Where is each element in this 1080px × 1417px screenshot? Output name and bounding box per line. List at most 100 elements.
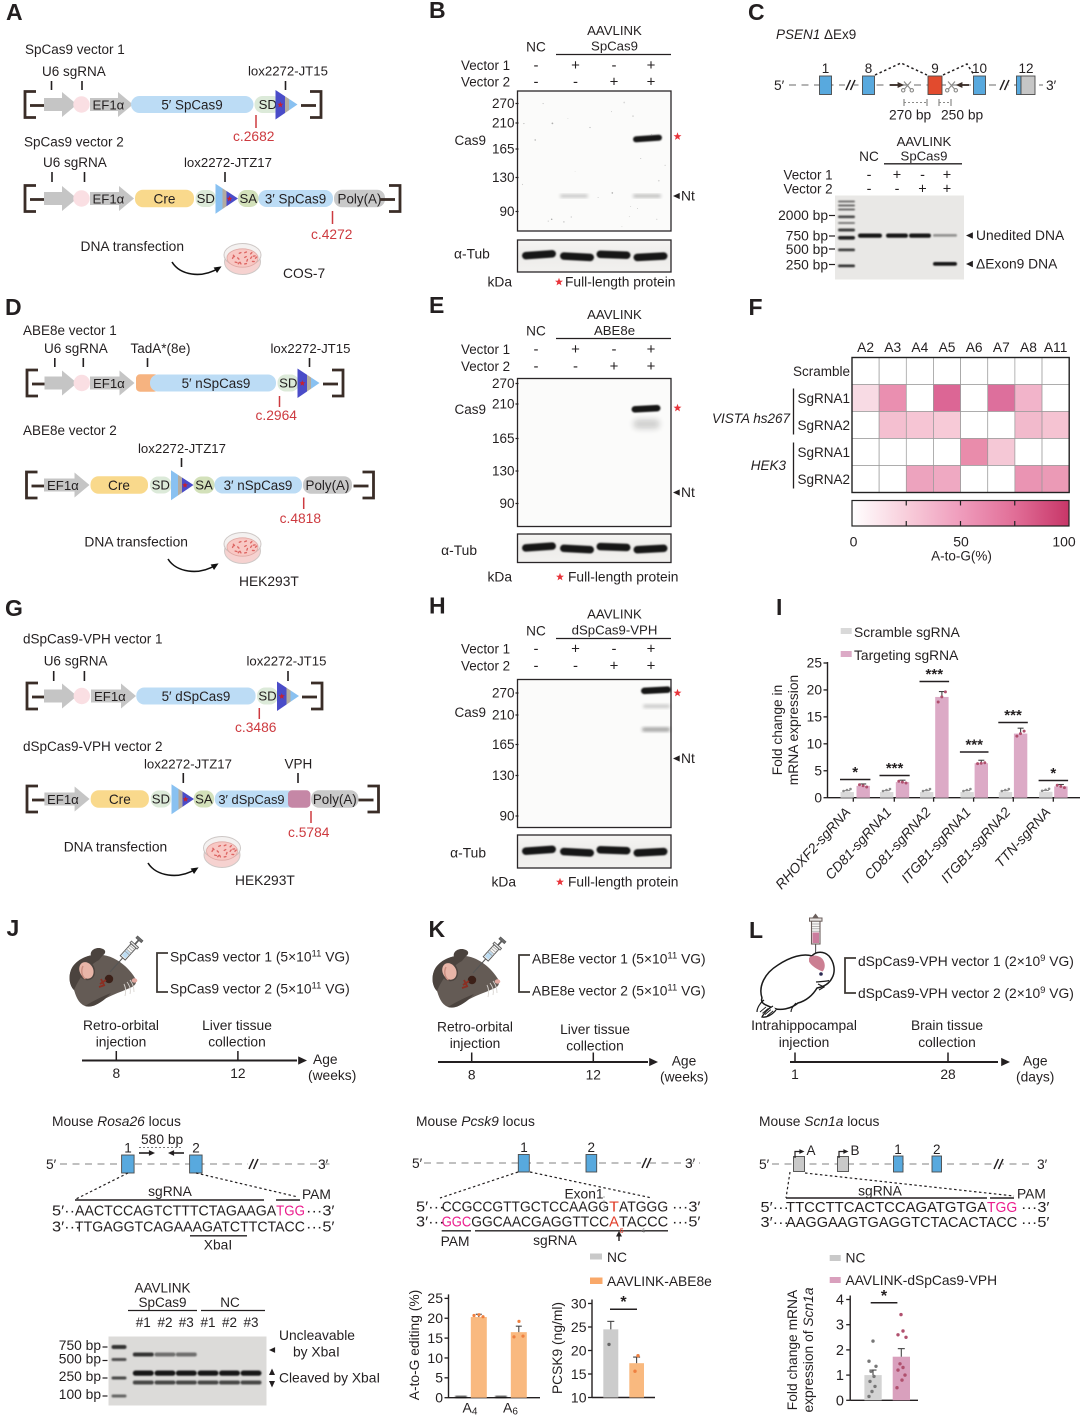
svg-text:***: *** xyxy=(965,737,983,754)
svg-text:SgRNA2: SgRNA2 xyxy=(797,418,850,433)
svg-text:dSpCas9-VPH vector 2 (2×109 VG: dSpCas9-VPH vector 2 (2×109 VG) xyxy=(858,985,1074,1001)
svg-text:EF1α: EF1α xyxy=(47,792,79,807)
svg-text:270: 270 xyxy=(492,96,515,111)
svg-text:100 bp: 100 bp xyxy=(59,1387,102,1402)
svg-text:COS-7: COS-7 xyxy=(283,266,325,281)
svg-text:*: * xyxy=(881,1288,888,1305)
svg-text:lox2272-JTZ17: lox2272-JTZ17 xyxy=(138,441,226,456)
svg-text:Unedited DNA: Unedited DNA xyxy=(976,228,1065,243)
svg-text:SpCas9 vector 2 (5×1011 VG): SpCas9 vector 2 (5×1011 VG) xyxy=(170,981,350,997)
svg-text:90: 90 xyxy=(499,204,514,219)
svg-text:NC: NC xyxy=(859,149,879,164)
svg-text:XbaI: XbaI xyxy=(204,1238,232,1253)
svg-text:···5′: ···5′ xyxy=(306,1220,335,1236)
svg-text:expression of Scn1a: expression of Scn1a xyxy=(801,1287,816,1412)
svg-text:U6 sgRNA: U6 sgRNA xyxy=(42,64,106,79)
svg-text:3′···: 3′··· xyxy=(416,1215,445,1231)
svg-text:#2: #2 xyxy=(157,1315,172,1330)
svg-text:+: + xyxy=(647,57,656,74)
svg-text:Full-length protein: Full-length protein xyxy=(568,570,678,585)
svg-text:(days): (days) xyxy=(1016,1070,1054,1085)
svg-text:2: 2 xyxy=(588,1140,596,1155)
svg-text:α-Tub: α-Tub xyxy=(450,846,486,861)
svg-text:-: - xyxy=(895,182,900,198)
svg-text:+: + xyxy=(647,74,656,91)
svg-text:Scramble sgRNA: Scramble sgRNA xyxy=(854,625,961,640)
svg-text:1: 1 xyxy=(836,1368,844,1384)
svg-text:EF1α: EF1α xyxy=(94,689,126,704)
svg-text:Scramble: Scramble xyxy=(793,364,850,379)
svg-text:kDa: kDa xyxy=(487,275,512,290)
svg-text:EF1α: EF1α xyxy=(47,478,79,493)
svg-text:Retro-orbital: Retro-orbital xyxy=(83,1018,159,1033)
svg-text:9: 9 xyxy=(931,61,939,76)
svg-text:3′ dSpCas9: 3′ dSpCas9 xyxy=(218,792,284,807)
svg-text:PAM: PAM xyxy=(1017,1187,1046,1202)
svg-text:injection: injection xyxy=(779,1035,830,1050)
svg-text:ABE8e vector 1: ABE8e vector 1 xyxy=(23,323,117,338)
svg-text:EF1α: EF1α xyxy=(93,191,125,206)
svg-text:-: - xyxy=(573,74,578,91)
svg-text:-: - xyxy=(612,341,617,358)
svg-text:SD: SD xyxy=(279,376,297,391)
svg-text:3′ nSpCas9: 3′ nSpCas9 xyxy=(224,478,293,493)
svg-text:CCGCCGTTGCTCCAAGG: CCGCCGTTGCTCCAAGG xyxy=(442,1200,609,1216)
svg-text:A4: A4 xyxy=(911,340,928,355)
svg-text:3′ SpCas9: 3′ SpCas9 xyxy=(265,191,326,206)
svg-text:EF1α: EF1α xyxy=(93,97,125,112)
svg-text:12: 12 xyxy=(1018,61,1033,76)
svg-text:3′···: 3′··· xyxy=(761,1215,790,1231)
svg-text:Brain tissue: Brain tissue xyxy=(911,1018,983,1033)
svg-text:A2: A2 xyxy=(857,340,874,355)
svg-text:*: * xyxy=(1050,765,1056,782)
svg-text:3′: 3′ xyxy=(318,1157,329,1172)
svg-text:25: 25 xyxy=(427,1290,443,1306)
svg-text:D: D xyxy=(5,294,22,320)
svg-text:Full-length protein: Full-length protein xyxy=(565,275,675,290)
svg-text:ABE8e vector 2: ABE8e vector 2 xyxy=(23,423,117,438)
svg-text:Full-length protein: Full-length protein xyxy=(568,875,678,890)
svg-text:+: + xyxy=(610,358,619,375)
svg-text:0: 0 xyxy=(850,534,858,550)
svg-text:AAVLINK-ABE8e: AAVLINK-ABE8e xyxy=(607,1274,712,1289)
svg-text:c.2682: c.2682 xyxy=(233,129,274,144)
svg-text:500 bp: 500 bp xyxy=(786,242,829,257)
svg-text:α-Tub: α-Tub xyxy=(441,543,477,558)
svg-text:-: - xyxy=(867,168,872,184)
svg-text:I: I xyxy=(776,594,782,620)
svg-text:Vector 2: Vector 2 xyxy=(461,659,510,674)
svg-text:AAGGAAGTGAGGTCTACACTACC: AAGGAAGTGAGGTCTACACTACC xyxy=(786,1215,1017,1231)
svg-text:20: 20 xyxy=(571,1342,587,1358)
svg-text:Cas9: Cas9 xyxy=(454,133,486,148)
svg-text:3′: 3′ xyxy=(1037,1157,1048,1172)
svg-text:NC: NC xyxy=(220,1295,240,1310)
svg-text:GGCAACGAGGTTCC: GGCAACGAGGTTCC xyxy=(471,1215,609,1231)
svg-text:SA: SA xyxy=(195,792,213,807)
svg-text:165: 165 xyxy=(492,737,515,752)
svg-text:J: J xyxy=(7,915,20,941)
svg-text:AACTCCAGTCTTTCTAGAAGA: AACTCCAGTCTTTCTAGAAGA xyxy=(75,1204,277,1220)
svg-text:PAM: PAM xyxy=(302,1187,331,1202)
svg-text:NC: NC xyxy=(526,40,546,55)
svg-text:5′ SpCas9: 5′ SpCas9 xyxy=(161,97,222,112)
svg-text:2000 bp: 2000 bp xyxy=(778,208,828,223)
svg-text:210: 210 xyxy=(492,708,515,723)
svg-text:30: 30 xyxy=(571,1295,587,1311)
svg-text:AAVLINK: AAVLINK xyxy=(587,307,642,322)
svg-text:PAM: PAM xyxy=(441,1234,470,1249)
svg-text:-: - xyxy=(534,358,539,375)
svg-text:250 bp: 250 bp xyxy=(59,1369,102,1384)
svg-text:1: 1 xyxy=(791,1067,799,1082)
svg-text:kDa: kDa xyxy=(491,875,516,890)
svg-text:25: 25 xyxy=(571,1319,587,1335)
svg-text:Age: Age xyxy=(1023,1054,1048,1069)
svg-text:K: K xyxy=(429,916,446,942)
svg-text:10: 10 xyxy=(571,1389,587,1405)
svg-text:SpCas9: SpCas9 xyxy=(591,39,638,54)
svg-text:VISTA hs267: VISTA hs267 xyxy=(712,411,791,426)
svg-text:ABE8e: ABE8e xyxy=(594,323,635,338)
svg-text:kDa: kDa xyxy=(487,570,512,585)
svg-text:injection: injection xyxy=(96,1035,147,1050)
svg-text:Exon1: Exon1 xyxy=(564,1187,603,1202)
svg-text:+: + xyxy=(610,658,619,675)
